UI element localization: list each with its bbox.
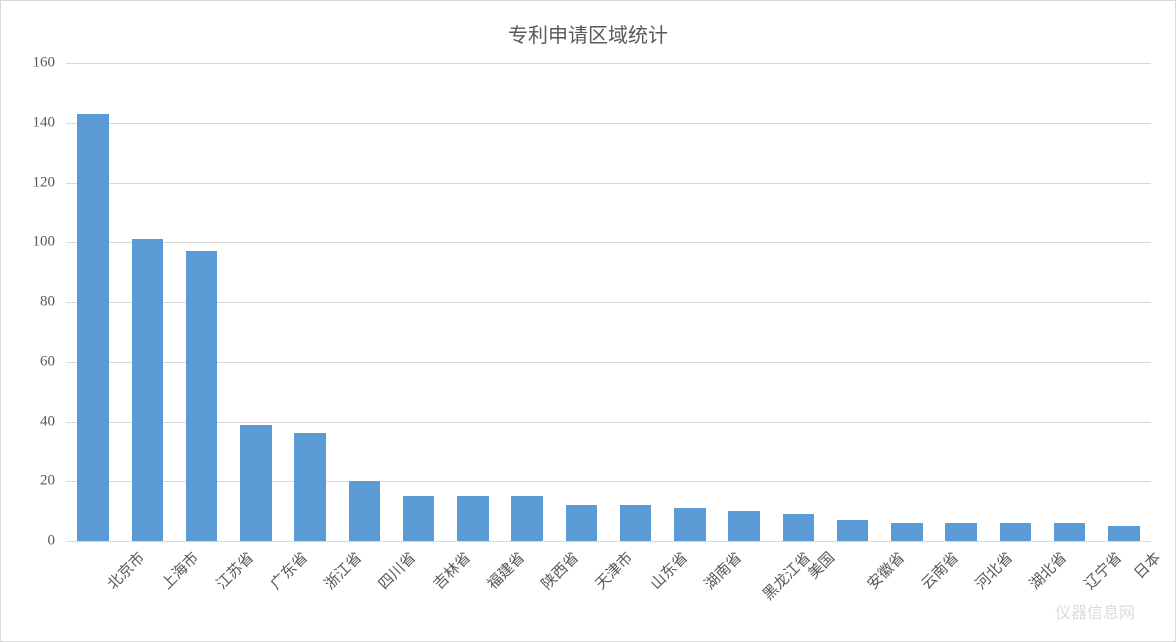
bar bbox=[891, 523, 922, 541]
watermark-text: 仪器信息网 bbox=[1055, 599, 1135, 623]
plot-area bbox=[66, 63, 1151, 541]
x-tick-label: 湖南省 bbox=[699, 547, 746, 594]
bar bbox=[511, 496, 542, 541]
x-axis-labels: 北京市上海市江苏省广东省浙江省四川省吉林省福建省陕西省天津市山东省湖南省黑龙江省… bbox=[66, 541, 1151, 636]
chart-title: 专利申请区域统计 bbox=[1, 19, 1175, 48]
y-tick-label: 20 bbox=[10, 473, 55, 490]
y-tick-label: 160 bbox=[10, 55, 55, 72]
bar bbox=[186, 251, 217, 541]
bar bbox=[403, 496, 434, 541]
bar bbox=[1054, 523, 1085, 541]
y-tick-label: 0 bbox=[10, 533, 55, 550]
chart-container: 专利申请区域统计 0 20 40 60 80 100 120 140 160 北京市上海市江苏省… bbox=[0, 0, 1176, 642]
y-tick-label: 140 bbox=[10, 114, 55, 131]
bar bbox=[783, 514, 814, 541]
bar bbox=[620, 505, 651, 541]
bar bbox=[674, 508, 705, 541]
bar bbox=[240, 425, 271, 542]
y-tick-label: 40 bbox=[10, 413, 55, 430]
x-tick-label: 辽宁省 bbox=[1079, 547, 1126, 594]
y-tick-label: 100 bbox=[10, 234, 55, 251]
x-tick-label: 湖北省 bbox=[1025, 547, 1072, 594]
x-tick-label: 美国 bbox=[803, 547, 839, 583]
x-tick-label: 吉林省 bbox=[428, 547, 475, 594]
bar bbox=[77, 114, 108, 541]
bar bbox=[294, 433, 325, 541]
x-tick-label: 云南省 bbox=[916, 547, 963, 594]
x-tick-label: 上海市 bbox=[157, 547, 204, 594]
x-tick-label: 江苏省 bbox=[211, 547, 258, 594]
bar bbox=[945, 523, 976, 541]
bar bbox=[1000, 523, 1031, 541]
bar bbox=[728, 511, 759, 541]
y-tick-label: 60 bbox=[10, 353, 55, 370]
x-tick-label: 浙江省 bbox=[319, 547, 366, 594]
x-tick-label: 陕西省 bbox=[536, 547, 583, 594]
bar bbox=[457, 496, 488, 541]
x-tick-label: 山东省 bbox=[645, 547, 692, 594]
x-tick-label: 广东省 bbox=[265, 547, 312, 594]
bar bbox=[837, 520, 868, 541]
bar bbox=[132, 239, 163, 541]
x-tick-label: 日本 bbox=[1129, 547, 1165, 583]
x-tick-label: 北京市 bbox=[102, 547, 149, 594]
x-tick-label: 福建省 bbox=[482, 547, 529, 594]
y-tick-label: 120 bbox=[10, 174, 55, 191]
x-tick-label: 天津市 bbox=[591, 547, 638, 594]
x-tick-label: 四川省 bbox=[374, 547, 421, 594]
bar bbox=[349, 481, 380, 541]
bars-layer bbox=[66, 63, 1151, 541]
x-tick-label: 安徽省 bbox=[862, 547, 909, 594]
y-tick-label: 80 bbox=[10, 294, 55, 311]
x-tick-label: 河北省 bbox=[970, 547, 1017, 594]
x-tick-label: 黑龙江省 bbox=[758, 547, 815, 604]
bar bbox=[1108, 526, 1139, 541]
bar bbox=[566, 505, 597, 541]
